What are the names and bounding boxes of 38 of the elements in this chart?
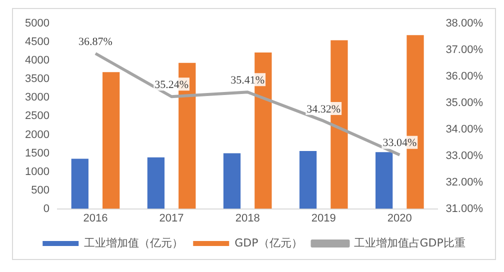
- x-tick-label: 2016: [83, 212, 108, 224]
- bar: [147, 157, 165, 209]
- y-tick-label: 1500: [24, 147, 50, 160]
- bar: [299, 151, 317, 209]
- legend-label: GDP（亿元）: [234, 236, 302, 250]
- y2-tick-label: 38.00%: [446, 18, 484, 30]
- x-tick-label: 2019: [311, 212, 336, 224]
- y-tick-label: 3500: [24, 73, 50, 86]
- y-tick-label: 2500: [24, 110, 50, 122]
- data-label: 33.04%: [382, 137, 417, 150]
- x-tick-label: 2020: [387, 212, 412, 224]
- y2-tick-label: 36.00%: [446, 70, 484, 83]
- y-tick-label: 1000: [24, 166, 50, 178]
- y-tick-label: 4500: [24, 36, 50, 48]
- y-tick-label: 3000: [24, 92, 50, 104]
- y2-tick-label: 35.00%: [446, 97, 484, 110]
- y2-tick-label: 33.00%: [446, 150, 484, 162]
- data-label: 35.41%: [230, 74, 265, 87]
- y-tick-label: 5000: [24, 18, 50, 30]
- bar: [223, 153, 241, 209]
- y2-tick-label: 34.00%: [446, 123, 484, 136]
- y2-tick-label: 31.00%: [446, 202, 484, 215]
- bar: [71, 158, 88, 209]
- x-tick-label: 2018: [235, 212, 260, 224]
- legend-label: 工业增加值（亿元）: [84, 236, 184, 250]
- y2-tick-label: 32.00%: [446, 176, 484, 188]
- legend-label: 工业增加值占GDP比重: [354, 236, 466, 250]
- bar: [376, 152, 393, 209]
- data-label: 34.32%: [306, 103, 341, 116]
- y-tick-label: 500: [31, 184, 50, 196]
- y-tick-label: 0: [43, 202, 50, 215]
- y-tick-label: 2000: [24, 128, 50, 141]
- y2-tick-label: 37.00%: [446, 44, 484, 56]
- bar: [102, 72, 120, 209]
- x-tick-label: 2017: [159, 212, 184, 224]
- y-tick-label: 4000: [24, 54, 50, 67]
- data-label: 35.24%: [154, 79, 188, 92]
- data-label: 36.87%: [78, 36, 112, 48]
